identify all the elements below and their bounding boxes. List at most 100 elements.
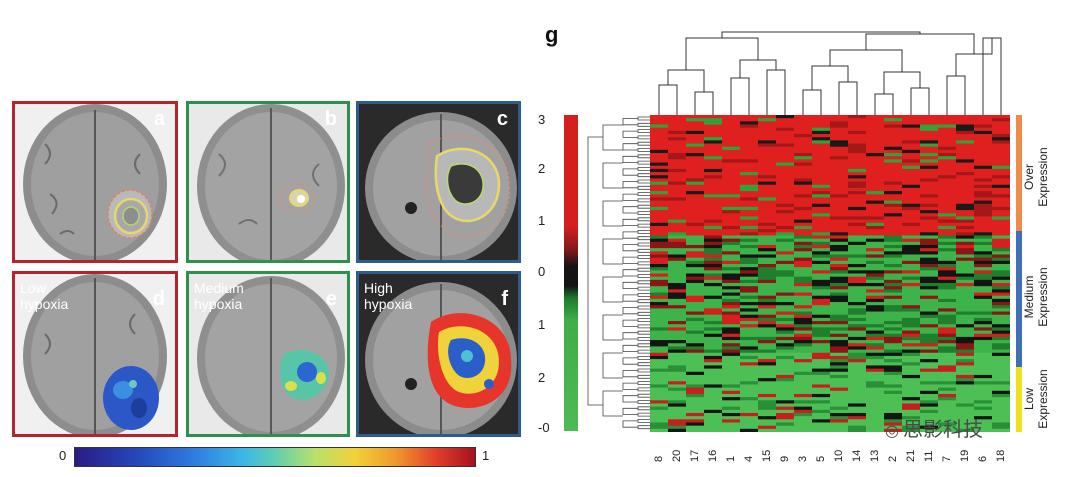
heatmap-cell	[740, 298, 759, 303]
heatmap-cell	[938, 409, 957, 414]
heatmap-cell	[884, 225, 903, 230]
heatmap-cell	[740, 200, 759, 205]
heatmap-cell	[956, 115, 975, 119]
heatmap-cell	[830, 374, 849, 379]
heatmap-cell	[884, 248, 903, 252]
heatmap-cell	[740, 324, 759, 328]
heatmap-cell	[974, 425, 993, 430]
heatmap-cell	[830, 286, 849, 290]
colorbar	[74, 447, 476, 467]
heatmap-cell	[776, 273, 795, 278]
heatmap-cell	[704, 333, 723, 338]
heatmap-cell	[686, 260, 705, 265]
heatmap-cell	[686, 378, 705, 382]
heatmap-cell	[956, 270, 975, 274]
heatmap-cell	[920, 229, 939, 233]
heatmap-cell	[812, 251, 831, 255]
heatmap-cell	[902, 172, 921, 176]
heatmap-cell	[938, 333, 957, 338]
heatmap-cell	[776, 229, 795, 233]
heatmap-cell	[686, 340, 705, 344]
heatmap-cell	[704, 178, 723, 183]
heatmap-cell	[776, 159, 795, 164]
heatmap-cell	[848, 270, 867, 274]
heatmap-cell	[722, 374, 741, 379]
heatmap-cell	[938, 352, 957, 357]
heatmap-cell	[974, 397, 993, 401]
heatmap-cell	[776, 422, 795, 427]
heatmap-cell	[866, 346, 885, 351]
heatmap-cell	[740, 397, 759, 401]
heatmap-cell	[704, 346, 723, 351]
heatmap-cell	[830, 206, 849, 211]
heatmap-cell	[812, 308, 831, 313]
heatmap-cell	[794, 197, 813, 202]
heatmap-cell	[992, 149, 1010, 154]
heatmap-cell	[650, 213, 669, 217]
heatmap-cell	[830, 267, 849, 271]
heatmap-cell	[920, 140, 939, 145]
column-label: 5	[815, 455, 827, 462]
heatmap-cell	[956, 206, 975, 211]
heatmap-cell	[704, 229, 723, 233]
heatmap-cell	[974, 349, 993, 354]
heatmap-cell	[974, 384, 993, 389]
heatmap-cell	[848, 241, 867, 246]
heatmap-cell	[938, 349, 957, 354]
heatmap-cell	[920, 393, 939, 398]
heatmap-cell	[794, 146, 813, 151]
heatmap-cell	[830, 317, 849, 322]
heatmap-cell	[884, 222, 903, 227]
heatmap-cell	[758, 216, 777, 221]
heatmap-cell	[794, 254, 813, 259]
brain-mri-image	[15, 104, 175, 260]
heatmap-cell	[956, 210, 975, 214]
heatmap-cell	[686, 127, 705, 132]
heatmap-cell	[812, 298, 831, 303]
heatmap-cell	[704, 219, 723, 224]
heatmap-cell	[830, 359, 849, 363]
heatmap-cell	[884, 330, 903, 335]
heatmap-cell	[722, 270, 741, 274]
heatmap-cell	[974, 159, 993, 164]
heatmap-cell	[974, 428, 993, 432]
heatmap-cell	[938, 336, 957, 341]
heatmap-cell	[848, 222, 867, 227]
heatmap-cell	[938, 362, 957, 366]
heatmap-cell	[776, 263, 795, 268]
heatmap-cell	[974, 302, 993, 306]
heatmap-cell	[668, 378, 687, 382]
heatmap-cell	[866, 238, 885, 243]
heatmap-cell	[956, 340, 975, 344]
heatmap-cell	[956, 425, 975, 430]
heatmap-cell	[758, 362, 777, 366]
heatmap-cell	[992, 368, 1010, 373]
heatmap-cell	[704, 362, 723, 366]
heatmap-cell	[668, 311, 687, 316]
heatmap-cell	[776, 283, 795, 287]
heatmap-cell	[884, 162, 903, 167]
heatmap-cell	[830, 305, 849, 309]
heatmap-cell	[650, 200, 669, 205]
heatmap-cell	[830, 130, 849, 135]
heatmap-cell	[884, 260, 903, 265]
heatmap-cell	[740, 244, 759, 249]
heatmap-cell	[974, 295, 993, 300]
hypoxia-label-text: Medium hypoxia	[194, 280, 244, 312]
heatmap-cell	[722, 159, 741, 164]
heatmap-cell	[902, 371, 921, 376]
heatmap-cell	[902, 225, 921, 230]
heatmap-cell	[668, 184, 687, 189]
heatmap-cell	[848, 206, 867, 211]
heatmap-cell	[650, 267, 669, 271]
heatmap-cell	[812, 149, 831, 154]
heatmap-cell	[776, 191, 795, 195]
heatmap-cell	[758, 137, 777, 141]
heatmap-cell	[830, 165, 849, 170]
heatmap-cell	[740, 359, 759, 363]
group-label-medium: Medium Expression	[1022, 267, 1050, 327]
heatmap-cell	[740, 187, 759, 192]
heatmap-cell	[866, 425, 885, 430]
heatmap-cell	[848, 267, 867, 271]
heatmap-cell	[812, 127, 831, 132]
